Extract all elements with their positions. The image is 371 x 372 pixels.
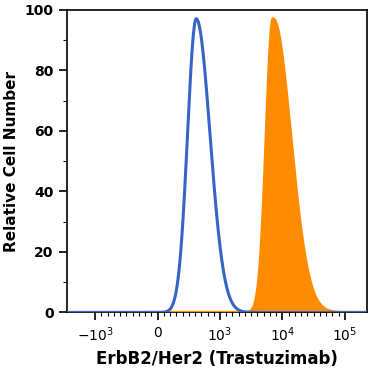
X-axis label: ErbB2/Her2 (Trastuzimab): ErbB2/Her2 (Trastuzimab): [96, 350, 338, 368]
Y-axis label: Relative Cell Number: Relative Cell Number: [4, 71, 19, 251]
